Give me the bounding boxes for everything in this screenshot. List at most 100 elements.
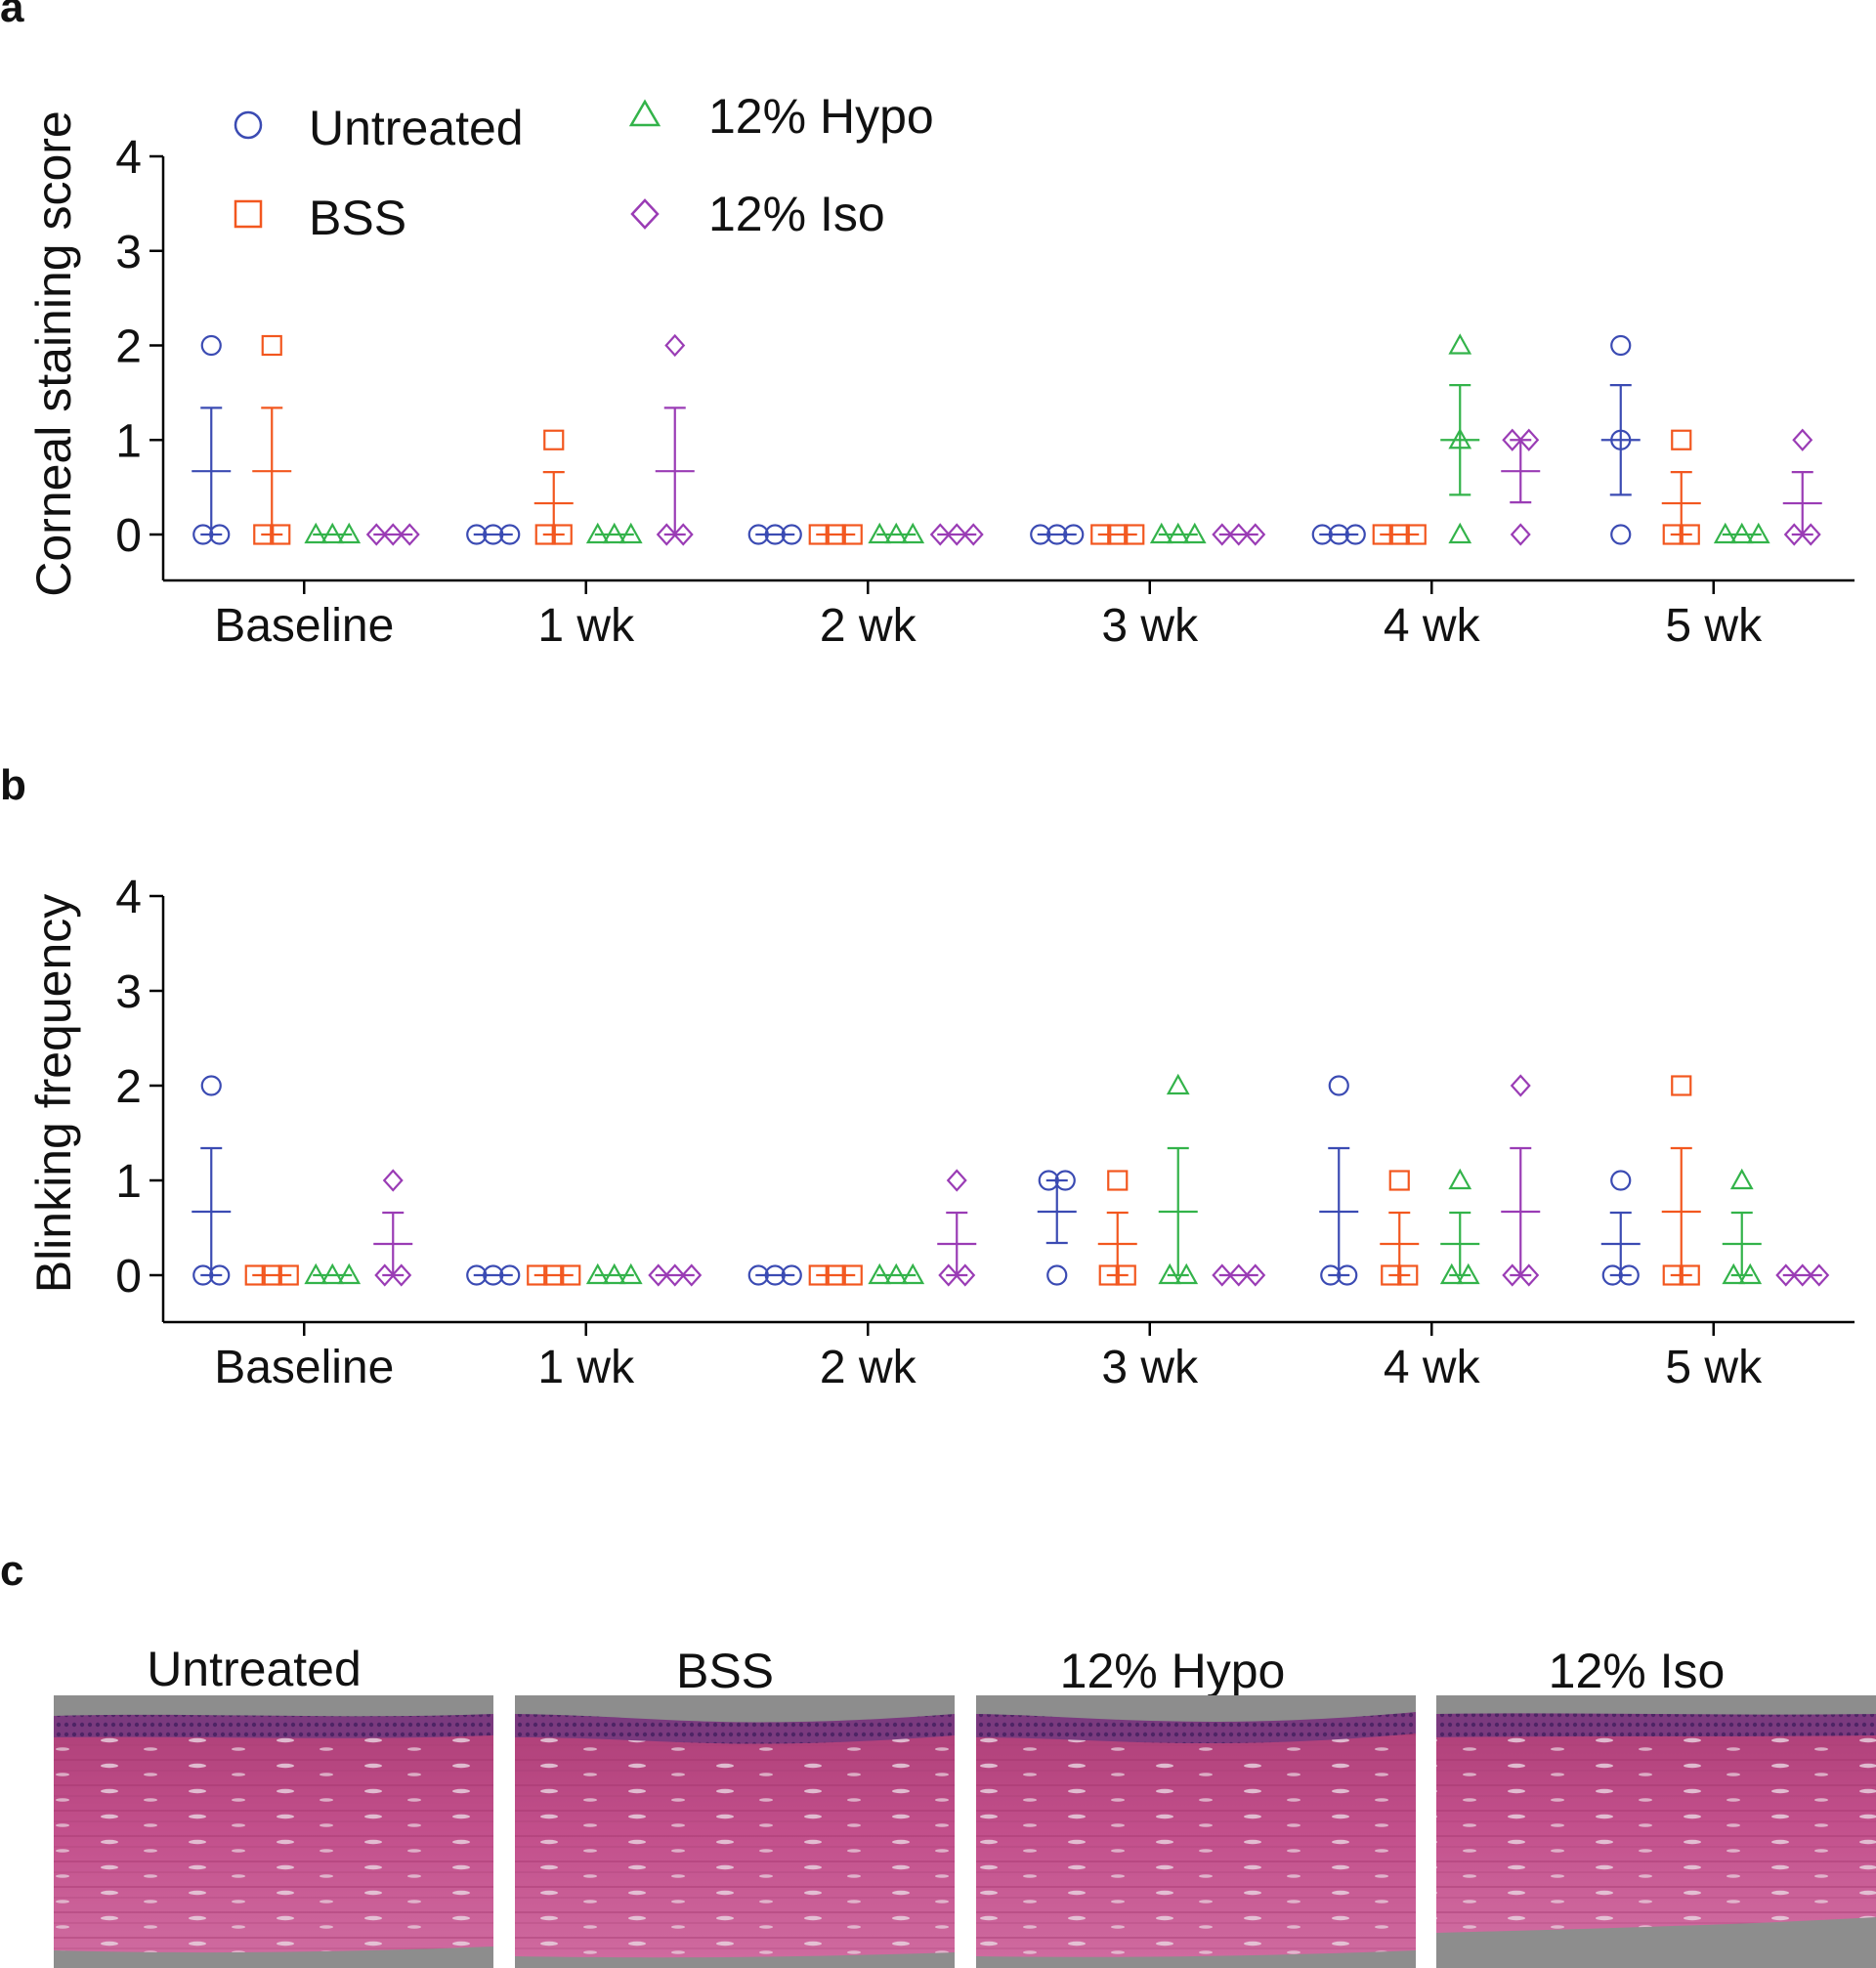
- data-point-circle: [1610, 1170, 1632, 1191]
- data-point-diamond: [382, 523, 404, 546]
- y-tick-label: 0: [115, 510, 142, 562]
- legend-item-hypo: 12% Hypo: [628, 89, 934, 144]
- y-tick-label: 3: [115, 227, 142, 278]
- x-tick-label: 5 wk: [1665, 600, 1763, 652]
- y-tick-label: 3: [115, 966, 142, 1018]
- data-point-diamond: [1792, 428, 1813, 451]
- histology-title-hypo: 12% Hypo: [1060, 1644, 1286, 1698]
- data-point-triangle: [1448, 1168, 1472, 1190]
- legend-square-marker: [234, 199, 263, 229]
- data-point-diamond: [648, 1263, 669, 1287]
- chart-b-marks: 0 1 2 3 4 Baseline 1 wk 2 wk 3 wk 4 wk 5 wk: [115, 872, 1855, 1393]
- data-point-diamond: [938, 1263, 959, 1287]
- data-point-diamond: [664, 333, 686, 358]
- histology-title-iso: 12% Iso: [1549, 1644, 1726, 1698]
- histology-image-bss: BSS: [515, 1644, 955, 1968]
- stroma-lamellae: [54, 1729, 493, 1953]
- x-tick-label: Baseline: [214, 1342, 394, 1393]
- x-tick-label: 4 wk: [1384, 1342, 1481, 1393]
- legend-circle-marker: [234, 110, 263, 140]
- data-point-diamond: [664, 1263, 686, 1287]
- x-tick-label: 2 wk: [820, 1342, 917, 1393]
- data-point-diamond: [1800, 523, 1821, 546]
- histology-image-iso: 12% Iso: [1436, 1644, 1876, 1968]
- x-tick-label: 2 wk: [820, 600, 917, 652]
- data-point-circle: [200, 1075, 222, 1096]
- data-point-diamond: [1518, 428, 1540, 451]
- legend-item-untreated: Untreated: [234, 101, 524, 155]
- legend-label-untreated: Untreated: [309, 101, 524, 155]
- y-tick-label: 0: [115, 1251, 142, 1303]
- histology-image-hypo: 12% Hypo: [976, 1644, 1416, 1968]
- data-point-square: [1107, 1170, 1129, 1191]
- x-tick-label: 3 wk: [1101, 1342, 1199, 1393]
- data-point-diamond: [946, 1169, 967, 1192]
- y-tick-label: 1: [115, 415, 142, 467]
- stroma-lamellae: [515, 1732, 955, 1958]
- x-tick-label: 1 wk: [537, 600, 635, 652]
- legend: Untreated BSS 12% Hypo 12% Iso: [234, 89, 934, 245]
- y-axis-label: Blinking frequency: [26, 894, 81, 1294]
- data-point-diamond: [1809, 1263, 1830, 1287]
- legend-item-iso: 12% Iso: [630, 187, 885, 241]
- data-point-square: [1671, 429, 1692, 450]
- data-point-diamond: [1212, 1263, 1233, 1287]
- legend-diamond-marker: [630, 198, 660, 230]
- data-point-square: [261, 334, 282, 357]
- data-point-diamond: [672, 523, 694, 546]
- data-point-diamond: [365, 523, 387, 546]
- data-point-diamond: [399, 523, 420, 546]
- y-tick-label: 1: [115, 1156, 142, 1208]
- data-point-triangle: [1166, 1073, 1190, 1095]
- data-point-diamond: [1518, 1263, 1540, 1287]
- data-point-diamond: [1775, 1263, 1797, 1287]
- data-point-circle: [1328, 1075, 1349, 1096]
- x-tick-label: Baseline: [214, 600, 394, 652]
- stroma-lamellae: [976, 1730, 1416, 1957]
- data-point-circle: [1610, 524, 1632, 545]
- data-point-diamond: [1502, 1263, 1523, 1287]
- panel-label-b: b: [0, 761, 26, 809]
- data-point-diamond: [1792, 1263, 1813, 1287]
- data-point-diamond: [1502, 428, 1523, 451]
- data-point-diamond: [946, 523, 967, 546]
- panel-label-c: c: [0, 1547, 23, 1595]
- data-point-diamond: [681, 1263, 703, 1287]
- data-point-diamond: [1212, 523, 1233, 546]
- data-point-diamond: [1510, 1074, 1531, 1097]
- data-point-diamond: [929, 523, 951, 546]
- data-point-diamond: [1245, 1263, 1266, 1287]
- data-point-diamond: [962, 523, 984, 546]
- data-point-diamond: [382, 1169, 404, 1192]
- y-tick-label: 4: [115, 132, 142, 184]
- x-tick-label: 3 wk: [1101, 600, 1199, 652]
- data-point-triangle: [1448, 333, 1472, 355]
- epithelium-layer: [54, 1714, 493, 1738]
- panel-label-a: a: [0, 0, 24, 31]
- data-point-square: [1671, 1075, 1692, 1096]
- epithelium-layer: [976, 1712, 1416, 1744]
- data-point-diamond: [1228, 523, 1250, 546]
- data-point-diamond: [656, 523, 677, 546]
- epithelium-layer: [515, 1714, 955, 1744]
- legend-item-bss: BSS: [234, 191, 406, 245]
- x-tick-label: 4 wk: [1384, 600, 1481, 652]
- data-point-diamond: [955, 1263, 976, 1287]
- legend-label-hypo: 12% Hypo: [708, 89, 934, 144]
- data-point-diamond: [374, 1263, 396, 1287]
- x-tick-label: 5 wk: [1665, 1342, 1763, 1393]
- data-point-diamond: [1245, 523, 1266, 546]
- data-point-triangle: [1448, 522, 1472, 544]
- data-point-circle: [200, 334, 222, 357]
- chart-corneal-staining: Corneal staining score 0 1 2 3 4 Baseline 1 wk…: [26, 110, 1855, 652]
- data-point-circle: [1610, 334, 1632, 357]
- data-point-square: [543, 429, 565, 450]
- y-tick-label: 2: [115, 1061, 142, 1113]
- y-tick-label: 2: [115, 321, 142, 373]
- legend-label-bss: BSS: [309, 191, 406, 245]
- legend-label-iso: 12% Iso: [708, 187, 885, 241]
- y-axis-label: Corneal staining score: [26, 110, 81, 597]
- data-point-diamond: [1228, 1263, 1250, 1287]
- stroma-lamellae: [1436, 1731, 1876, 1933]
